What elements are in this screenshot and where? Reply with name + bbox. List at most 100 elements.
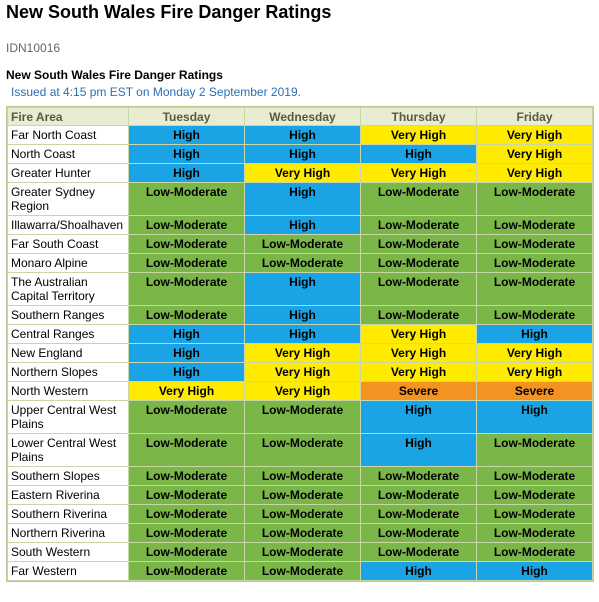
table-row: North Coast High High High Very High	[8, 145, 592, 163]
header-thursday: Thursday	[361, 108, 476, 125]
fire-area-name: Far North Coast	[8, 126, 128, 144]
table-row: North Western Very High Very High Severe Sev…	[8, 382, 592, 400]
rating-cell: Low-Moderate	[477, 524, 592, 542]
rating-cell: Very High	[361, 126, 476, 144]
rating-cell: High	[129, 145, 244, 163]
rating-cell: Low-Moderate	[361, 216, 476, 234]
rating-cell: Very High	[245, 164, 360, 182]
table-row: Northern Slopes High Very High Very High Ver…	[8, 363, 592, 381]
rating-cell: Low-Moderate	[245, 254, 360, 272]
rating-cell: Low-Moderate	[477, 543, 592, 561]
table-row: Greater Sydney Region Low-Moderate High Low…	[8, 183, 592, 215]
rating-cell: High	[129, 164, 244, 182]
rating-cell: Low-Moderate	[361, 524, 476, 542]
rating-cell: Low-Moderate	[361, 183, 476, 215]
rating-cell: Low-Moderate	[129, 273, 244, 305]
rating-cell: Very High	[245, 382, 360, 400]
rating-cell: Low-Moderate	[361, 467, 476, 485]
fire-area-name: Illawarra/Shoalhaven	[8, 216, 128, 234]
rating-cell: Low-Moderate	[245, 434, 360, 466]
rating-cell: Low-Moderate	[129, 486, 244, 504]
header-tuesday: Tuesday	[129, 108, 244, 125]
rating-cell: Low-Moderate	[245, 486, 360, 504]
rating-cell: High	[361, 145, 476, 163]
table-row: Eastern Riverina Low-Moderate Low-Moderate…	[8, 486, 592, 504]
fire-area-name: Greater Sydney Region	[8, 183, 128, 215]
rating-cell: Low-Moderate	[361, 273, 476, 305]
fire-area-name: Lower Central West Plains	[8, 434, 128, 466]
rating-cell: Very High	[477, 344, 592, 362]
fire-area-name: Eastern Riverina	[8, 486, 128, 504]
table-row: Southern Slopes Low-Moderate Low-Moderate L…	[8, 467, 592, 485]
rating-cell: Low-Moderate	[477, 235, 592, 253]
fire-area-name: Monaro Alpine	[8, 254, 128, 272]
rating-cell: Low-Moderate	[245, 467, 360, 485]
rating-cell: High	[477, 325, 592, 343]
fire-area-name: New England	[8, 344, 128, 362]
rating-cell: Severe	[361, 382, 476, 400]
rating-cell: High	[245, 126, 360, 144]
rating-cell: Low-Moderate	[361, 505, 476, 523]
header-friday: Friday	[477, 108, 592, 125]
rating-cell: Low-Moderate	[129, 306, 244, 324]
table-row: Northern Riverina Low-Moderate Low-Moderat…	[8, 524, 592, 542]
table-row: Monaro Alpine Low-Moderate Low-Moderate Low…	[8, 254, 592, 272]
fire-area-name: Southern Slopes	[8, 467, 128, 485]
fire-area-name: Central Ranges	[8, 325, 128, 343]
rating-cell: High	[477, 401, 592, 433]
rating-cell: Low-Moderate	[245, 562, 360, 580]
table-row: New England High Very High Very High Very Hi…	[8, 344, 592, 362]
rating-cell: Low-Moderate	[129, 216, 244, 234]
fire-area-name: North Coast	[8, 145, 128, 163]
fire-area-name: Northern Slopes	[8, 363, 128, 381]
rating-cell: Low-Moderate	[361, 254, 476, 272]
rating-cell: Low-Moderate	[477, 486, 592, 504]
fire-area-name: Greater Hunter	[8, 164, 128, 182]
fire-area-name: The Australian Capital Territory	[8, 273, 128, 305]
rating-cell: Low-Moderate	[245, 505, 360, 523]
table-row: The Australian Capital Territory Low-Mode…	[8, 273, 592, 305]
rating-cell: Severe	[477, 382, 592, 400]
table-row: Southern Ranges Low-Moderate High Low-Moder…	[8, 306, 592, 324]
rating-cell: High	[129, 363, 244, 381]
rating-cell: High	[129, 344, 244, 362]
rating-cell: Low-Moderate	[477, 467, 592, 485]
rating-cell: Very High	[245, 344, 360, 362]
table-row: Greater Hunter High Very High Very High Very…	[8, 164, 592, 182]
fire-area-name: South Western	[8, 543, 128, 561]
rating-cell: Very High	[477, 363, 592, 381]
rating-cell: Low-Moderate	[361, 235, 476, 253]
rating-cell: Low-Moderate	[129, 505, 244, 523]
rating-cell: Low-Moderate	[361, 543, 476, 561]
fire-area-name: Southern Ranges	[8, 306, 128, 324]
rating-cell: Very High	[129, 382, 244, 400]
fire-area-name: Northern Riverina	[8, 524, 128, 542]
rating-cell: High	[245, 183, 360, 215]
table-row: Far Western Low-Moderate Low-Moderate High H…	[8, 562, 592, 580]
fire-area-name: Upper Central West Plains	[8, 401, 128, 433]
rating-cell: Low-Moderate	[477, 216, 592, 234]
rating-cell: Low-Moderate	[129, 434, 244, 466]
fire-area-name: Far Western	[8, 562, 128, 580]
table-title: New South Wales Fire Danger Ratings	[6, 68, 223, 82]
rating-cell: Low-Moderate	[129, 543, 244, 561]
rating-cell: Low-Moderate	[245, 524, 360, 542]
rating-cell: High	[245, 145, 360, 163]
fire-area-name: Far South Coast	[8, 235, 128, 253]
table-row: Southern Riverina Low-Moderate Low-Moderat…	[8, 505, 592, 523]
rating-cell: Low-Moderate	[361, 486, 476, 504]
rating-cell: Low-Moderate	[477, 273, 592, 305]
rating-cell: Low-Moderate	[245, 401, 360, 433]
rating-cell: Very High	[245, 363, 360, 381]
rating-cell: Low-Moderate	[129, 401, 244, 433]
rating-cell: High	[129, 325, 244, 343]
rating-cell: High	[245, 325, 360, 343]
rating-cell: Low-Moderate	[129, 183, 244, 215]
rating-cell: Low-Moderate	[361, 306, 476, 324]
table-row: Far South Coast Low-Moderate Low-Moderate L…	[8, 235, 592, 253]
rating-cell: High	[361, 562, 476, 580]
rating-cell: High	[245, 273, 360, 305]
rating-cell: Low-Moderate	[477, 505, 592, 523]
rating-cell: High	[129, 126, 244, 144]
rating-cell: High	[361, 434, 476, 466]
